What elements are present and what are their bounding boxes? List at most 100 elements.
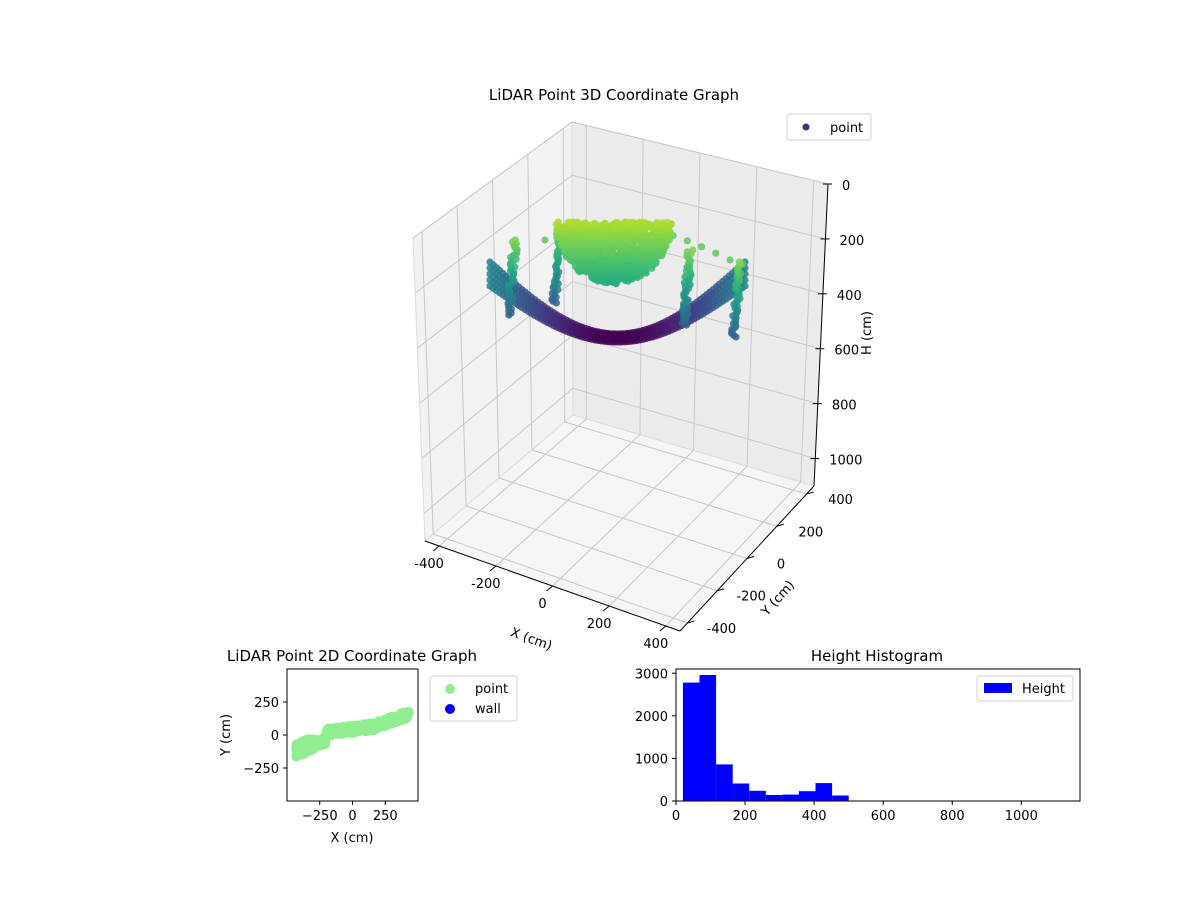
plot3d-point — [612, 219, 620, 227]
plot2d-point — [365, 723, 376, 734]
histogram-bar-0 — [682, 682, 700, 801]
plot2d-xtick-label-0: −250 — [302, 809, 338, 824]
plot3d-zlabel: H (cm) — [860, 311, 875, 355]
plot3d-point — [653, 219, 661, 227]
histogram-bars — [682, 675, 849, 801]
histogram-ytick-label-0: 0 — [660, 795, 668, 810]
plot2d-point — [345, 727, 355, 738]
histogram-ytick-label-2: 2000 — [635, 710, 668, 725]
plot3d-axes — [424, 183, 832, 632]
plot3d-grid-z-5 — [572, 387, 816, 460]
plot3d-point — [621, 218, 629, 226]
plot2d-legend-label-point: point — [475, 682, 508, 697]
plot3d-point — [663, 218, 671, 226]
plot2d-point-band — [291, 707, 414, 762]
histogram-bar-2 — [716, 764, 733, 801]
plot2d-ytick-label-0: −250 — [243, 762, 279, 777]
plot3d-point — [581, 219, 589, 227]
plot2d-point — [308, 744, 318, 754]
plot3d-grid-z-0 — [571, 121, 829, 185]
histogram-bar-7 — [798, 791, 816, 801]
plot2d: LiDAR Point 2D Coordinate Graph −250 0 250… — [219, 647, 518, 846]
plot3d-ytick-4 — [806, 491, 814, 495]
plot3d-ytick-label-1: -200 — [736, 590, 766, 605]
plot3d-xtick-3 — [602, 605, 610, 612]
histogram-xtick-label-0: 0 — [672, 809, 680, 824]
plot2d-xtick-label-1: 0 — [348, 809, 356, 824]
plot3d-xtick-4 — [659, 625, 667, 632]
plot3d-point — [591, 219, 599, 227]
plot3d-point — [741, 282, 749, 290]
plot3d-point — [486, 270, 494, 278]
histogram-legend-swatch — [984, 683, 1012, 693]
plot3d-point — [486, 282, 494, 290]
plot3d-grid-xback-4 — [800, 180, 815, 483]
plot3d-title: LiDAR Point 3D Coordinate Graph — [489, 86, 739, 104]
plot2d-point — [314, 736, 325, 747]
plot3d-grid — [412, 121, 829, 627]
plot3d-legend-marker — [802, 123, 810, 131]
plot3d-point — [712, 249, 720, 257]
plot3d-grid-xback-1 — [639, 139, 644, 435]
plot3d-grid-xback-3 — [746, 166, 758, 467]
histogram-ytick-label-3: 3000 — [635, 667, 668, 682]
plot3d-point — [689, 246, 697, 254]
plot3d-ztick-label-2: 400 — [837, 289, 862, 304]
plot2d-point — [378, 717, 389, 728]
plot2d-ticks: −250 0 250 −250 0 250 — [243, 696, 397, 824]
plot3d-grid-zleft-0 — [412, 121, 573, 239]
plot3d-ztick-label-3: 600 — [834, 344, 859, 359]
histogram-bar-1 — [699, 675, 717, 801]
plot3d-point — [486, 264, 494, 272]
plot3d-grid-zleft-4 — [421, 334, 574, 459]
plot3d-ytick-label-0: -400 — [707, 622, 737, 637]
plot3d-xtick-label-1: -200 — [471, 577, 501, 592]
plot3d-ytick-0 — [687, 620, 695, 624]
plot3d-grid-y-2 — [498, 477, 748, 559]
plot3d-grid-z-1 — [572, 174, 826, 240]
plot3d-grid-z-4 — [572, 334, 818, 405]
plot3d-z-axis — [813, 183, 829, 487]
plot3d-point — [569, 218, 577, 226]
plot3d-xtick-0 — [432, 545, 440, 552]
plot3d-point — [636, 218, 644, 226]
plot2d-xtick-label-2: 250 — [373, 809, 398, 824]
plot3d-grid-zleft-5 — [423, 387, 574, 514]
plot3d-grid-y-1 — [465, 505, 718, 592]
plot3d-legend: point — [786, 113, 872, 141]
plot3d-ztick-label-5: 1000 — [829, 454, 862, 469]
plot3d: LiDAR Point 3D Coordinate Graph -400 -200… — [412, 86, 875, 654]
plot3d-grid-yleft-0 — [421, 231, 434, 535]
histogram-xtick-label-2: 400 — [802, 809, 827, 824]
histogram-xtick-label-1: 200 — [733, 809, 758, 824]
plot2d-point — [322, 724, 333, 734]
histogram-xtick-label-5: 1000 — [1005, 809, 1038, 824]
histogram-bar-5 — [765, 795, 783, 801]
plot3d-point — [681, 273, 689, 281]
histogram-axes-frame — [675, 668, 1081, 802]
plot2d-title: LiDAR Point 2D Coordinate Graph — [227, 647, 477, 665]
histogram: Height Histogram 0 200 400 600 800 1000 0 1000 2… — [635, 647, 1081, 824]
plot2d-legend-marker-wall — [445, 704, 455, 714]
plot3d-point — [541, 236, 549, 244]
histogram-bar-9 — [832, 795, 849, 801]
plot3d-grid-yleft-2 — [492, 179, 500, 479]
plot3d-grid-zleft-1 — [414, 174, 573, 294]
histogram-bar-8 — [815, 783, 833, 801]
plot2d-point — [402, 707, 413, 717]
plot2d-point — [335, 724, 346, 735]
plot3d-point — [601, 219, 609, 227]
histogram-ticks: 0 200 400 600 800 1000 0 1000 2000 3000 — [635, 667, 1038, 824]
plot3d-point — [735, 258, 744, 266]
plot3d-ytick-1 — [717, 588, 725, 592]
plot3d-xtick-label-2: 0 — [538, 597, 546, 612]
plot3d-x-axis — [424, 540, 681, 632]
plot3d-xtick-label-0: -400 — [414, 557, 444, 572]
histogram-bar-3 — [732, 783, 750, 801]
plot3d-grid-y-4 — [564, 421, 807, 495]
plot3d-tick-labels: -400 -200 0 200 400 -400 -200 0 200 400 0 200 400 600… — [414, 179, 864, 652]
plot3d-grid-y-0 — [433, 533, 688, 624]
plot3d-point — [683, 237, 691, 245]
plot3d-point — [554, 218, 562, 226]
